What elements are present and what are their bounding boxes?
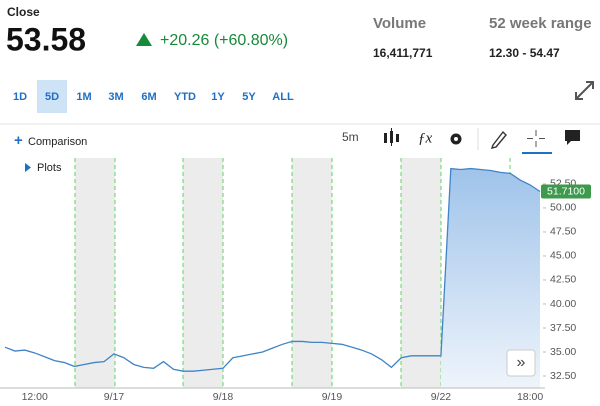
y-tick-label: 32.50 bbox=[550, 370, 576, 382]
range-button[interactable]: 5Y bbox=[242, 91, 256, 103]
y-tick-label: 40.00 bbox=[550, 298, 576, 310]
last-price: 51.7100 bbox=[547, 185, 585, 197]
range-button[interactable]: 1D bbox=[13, 91, 27, 103]
last-price-badge bbox=[541, 184, 591, 199]
stat-label: 52 week range bbox=[489, 15, 592, 32]
range-button[interactable]: 3M bbox=[108, 91, 123, 103]
range-button[interactable]: 1Y bbox=[211, 91, 225, 103]
x-tick-label: 9/17 bbox=[104, 391, 125, 403]
plus-icon[interactable]: + bbox=[14, 132, 23, 149]
plots[interactable]: Plots bbox=[37, 162, 62, 174]
stat-label: Volume bbox=[373, 15, 426, 32]
y-tick-label: 35.00 bbox=[550, 346, 576, 358]
range-buttons: 1D 5D 1M 3M 6M YTD 1Y 5Y ALL bbox=[13, 80, 294, 113]
off-hours bbox=[74, 158, 511, 388]
crosshair-icon[interactable] bbox=[527, 130, 545, 147]
range-button[interactable]: 1M bbox=[76, 91, 91, 103]
price-line bbox=[4, 167, 541, 372]
stat-value: 16,411,771 bbox=[373, 46, 433, 60]
range-button[interactable]: ALL bbox=[272, 91, 294, 103]
x-tick-label: 12:00 bbox=[22, 391, 48, 403]
expand-icon[interactable] bbox=[575, 81, 594, 100]
y-tick-label: 45.00 bbox=[550, 250, 576, 262]
price: 53.58 bbox=[6, 21, 86, 57]
stat-value: 12.30 - 54.47 bbox=[489, 46, 560, 60]
y-tick-label: 50.00 bbox=[550, 202, 576, 214]
y-tick-label: 47.50 bbox=[550, 226, 576, 238]
area bbox=[440, 168, 540, 388]
fx-icon[interactable]: ƒx bbox=[418, 130, 433, 146]
comment-icon[interactable] bbox=[565, 130, 580, 145]
active-range-bg bbox=[37, 80, 67, 113]
comparison[interactable]: Comparison bbox=[28, 136, 87, 148]
svg-text:»: » bbox=[517, 354, 526, 371]
x-tick-label: 18:00 bbox=[517, 391, 543, 403]
scroll-button[interactable]: » bbox=[506, 349, 536, 377]
change: +20.26 (+60.80%) bbox=[160, 32, 288, 49]
plot: 32.50 35.00 37.50 40.00 42.50 45.00 47.50 50.00… bbox=[4, 167, 591, 403]
close-label: Close bbox=[7, 5, 40, 19]
range-button[interactable]: 6M bbox=[141, 91, 156, 103]
x-tick-label: 9/22 bbox=[431, 391, 452, 403]
candle-icon[interactable] bbox=[384, 128, 399, 146]
settings-icon[interactable] bbox=[450, 133, 462, 145]
x-tick-label: 9/19 bbox=[322, 391, 343, 403]
up-arrow bbox=[136, 33, 152, 46]
interval[interactable]: 5m bbox=[342, 130, 359, 144]
x-tick-label: 9/18 bbox=[213, 391, 234, 403]
plots-toggle[interactable] bbox=[25, 163, 31, 172]
y-tick-label: 37.50 bbox=[550, 322, 576, 334]
range-button[interactable]: YTD bbox=[174, 91, 196, 103]
range-button[interactable]: 5D bbox=[45, 91, 59, 103]
pencil-icon[interactable] bbox=[490, 130, 507, 149]
y-tick-label: 42.50 bbox=[550, 274, 576, 286]
